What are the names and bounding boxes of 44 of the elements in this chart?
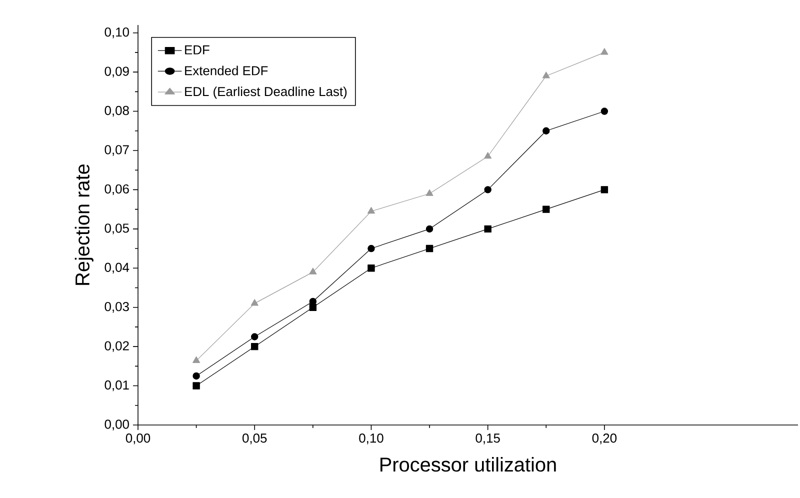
y-tick-label: 0,09 bbox=[104, 66, 129, 78]
x-tick-label: 0,05 bbox=[242, 434, 267, 444]
point bbox=[251, 333, 258, 340]
x-tick-label: 0,15 bbox=[476, 434, 500, 444]
point bbox=[426, 225, 434, 233]
point bbox=[309, 298, 317, 306]
point bbox=[484, 152, 492, 159]
y-tick-label: 0,02 bbox=[104, 341, 129, 352]
point bbox=[251, 342, 258, 350]
legend-label: EDL (Earliest Deadline Last) bbox=[185, 86, 347, 99]
y-tick-label: 0,07 bbox=[104, 145, 129, 156]
point bbox=[600, 48, 608, 55]
point bbox=[309, 268, 317, 274]
point bbox=[192, 382, 200, 390]
legend-label: EDF bbox=[185, 45, 210, 54]
point bbox=[542, 127, 550, 134]
x-tick-label: 0,20 bbox=[592, 434, 617, 444]
point bbox=[192, 356, 200, 363]
y-tick-label: 0,04 bbox=[104, 262, 130, 274]
y-tick-label: 0,00 bbox=[104, 420, 129, 430]
point bbox=[542, 206, 550, 213]
y-tick-label: 0,10 bbox=[104, 27, 129, 38]
point bbox=[367, 206, 375, 214]
x-tick-label: 0,10 bbox=[359, 434, 384, 444]
point bbox=[368, 244, 375, 252]
point bbox=[600, 186, 608, 194]
y-tick-label: 0,06 bbox=[104, 184, 129, 196]
x-tick-label: 0,00 bbox=[126, 434, 150, 444]
y-tick-label: 0,08 bbox=[104, 106, 129, 117]
y-tick-label: 0,03 bbox=[104, 302, 129, 313]
legend-label: Extended EDF bbox=[185, 66, 268, 76]
point bbox=[484, 225, 492, 233]
y-axis-title: Rejection rate bbox=[74, 164, 94, 285]
point bbox=[484, 186, 492, 194]
point bbox=[250, 299, 258, 306]
point bbox=[192, 372, 200, 380]
y-tick-label: 0,05 bbox=[104, 224, 129, 234]
x-axis-title: Processor utilization bbox=[380, 457, 556, 472]
point bbox=[542, 72, 550, 78]
point bbox=[600, 108, 608, 115]
y-tick-label: 0,01 bbox=[104, 380, 129, 392]
point bbox=[426, 189, 434, 196]
point bbox=[426, 244, 434, 252]
point bbox=[368, 264, 375, 272]
